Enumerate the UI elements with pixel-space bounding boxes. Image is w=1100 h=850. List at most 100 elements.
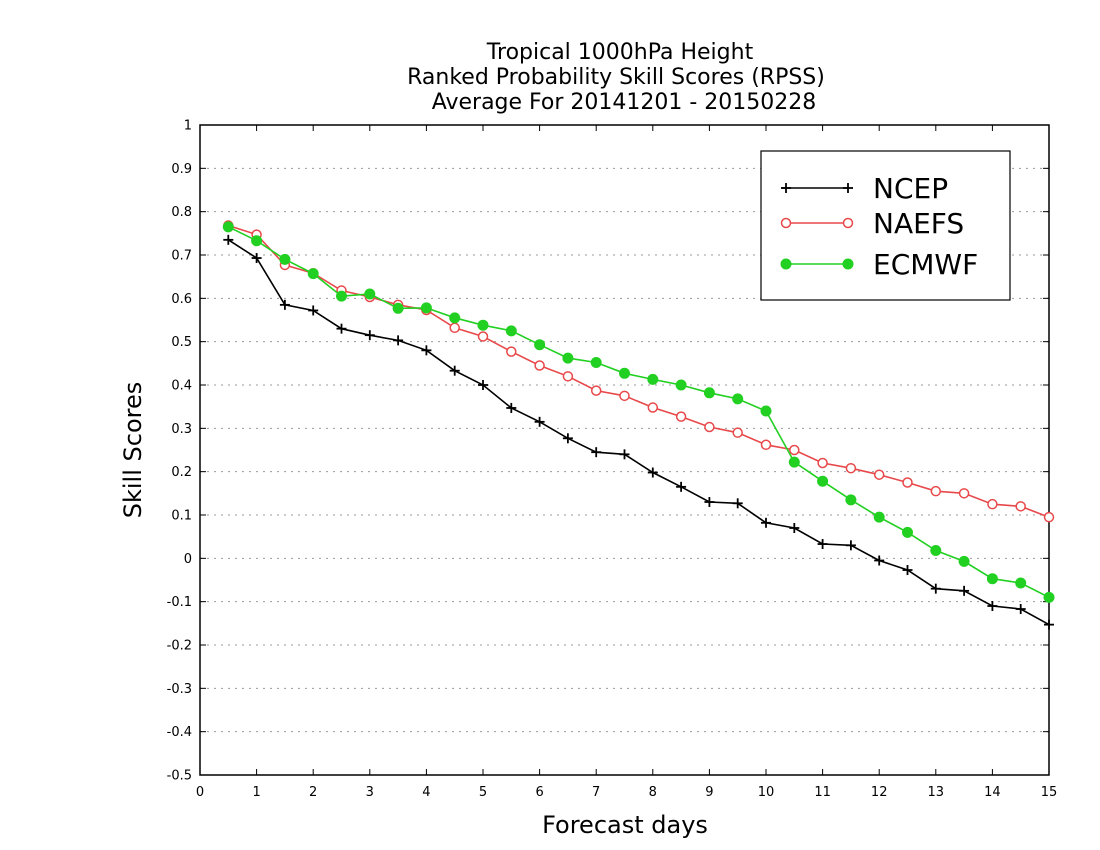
naefs-point — [1015, 501, 1026, 512]
naefs-point — [987, 498, 998, 510]
ecmwf-point — [505, 325, 517, 337]
ecmwf-point — [562, 352, 574, 364]
ncep-point — [874, 555, 885, 566]
ncep-point — [619, 449, 630, 460]
naefs-point — [704, 421, 715, 433]
ncep-point — [449, 365, 460, 376]
ecmwf-point — [307, 268, 319, 280]
x-axis-label: Forecast days — [542, 811, 708, 839]
x-tick-label: 3 — [366, 785, 374, 800]
legend-label: NCEP — [873, 172, 948, 205]
ncep-point — [959, 585, 970, 596]
ncep-point — [478, 380, 488, 390]
ncep-point — [364, 330, 375, 341]
naefs-point — [873, 469, 885, 480]
y-axis-label: Skill Scores — [119, 382, 147, 519]
ecmwf-point — [703, 387, 715, 399]
y-tick-label: -0.4 — [167, 725, 192, 740]
axis-ticks: 1 0.9 0.8 0.7 0.6 0.5 0.4 0.3 0.2 0.1 0 -0.1 -0.2 -0.… — [167, 119, 1058, 801]
ncep-point — [591, 447, 602, 458]
ncep-point — [1015, 604, 1026, 615]
y-tick-label: 0.6 — [171, 292, 192, 307]
ncep-line — [227, 239, 1050, 626]
x-tick-label: 9 — [705, 785, 713, 800]
ecmwf-point — [1043, 591, 1055, 603]
y-tick-label: 0.7 — [171, 249, 192, 264]
naefs-point — [842, 217, 854, 229]
x-tick-label: 12 — [871, 785, 888, 800]
ncep-point — [506, 402, 517, 413]
ecmwf-point — [902, 526, 913, 538]
x-tick-label: 8 — [649, 785, 657, 800]
x-tick-label: 13 — [928, 785, 945, 800]
x-tick-label: 10 — [758, 785, 775, 800]
ecmwf-point — [817, 475, 829, 487]
y-tick-label: -0.3 — [167, 682, 192, 697]
x-tick-label: 2 — [309, 785, 317, 800]
ecmwf-point — [392, 302, 404, 314]
naefs-point — [732, 427, 743, 438]
ecmwf-point — [251, 235, 263, 247]
ncep-point — [732, 498, 743, 509]
ecmwf-point — [845, 494, 857, 506]
ecmwf-point — [1015, 577, 1027, 589]
x-tick-label: 4 — [422, 785, 430, 800]
ecmwf-point — [842, 258, 854, 270]
naefs-point — [930, 485, 942, 497]
title-line-3: Average For 20141201 - 20150228 — [432, 90, 817, 115]
ncep-point — [845, 540, 856, 551]
ecmwf-point — [780, 258, 792, 270]
x-tick-label: 1 — [252, 785, 260, 800]
ncep-point — [393, 335, 404, 346]
ncep-point — [223, 234, 234, 245]
x-tick-label: 14 — [984, 785, 1001, 800]
ncep-point — [704, 497, 715, 507]
y-tick-label: -0.1 — [167, 595, 192, 610]
y-tick-label: 0 — [184, 552, 192, 567]
ncep-point — [421, 345, 432, 356]
ncep-point — [987, 601, 998, 611]
ncep-point — [761, 517, 771, 528]
ecmwf-point — [222, 221, 234, 233]
y-tick-label: 0.9 — [171, 162, 192, 177]
naefs-point — [477, 331, 489, 342]
ncep-series — [223, 234, 1054, 630]
y-tick-label: 0.4 — [171, 379, 192, 394]
ecmwf-point — [873, 511, 885, 523]
naefs-point — [760, 439, 772, 451]
ecmwf-point — [477, 319, 489, 331]
plot-frame — [199, 124, 1050, 776]
y-tick-label: 0.2 — [171, 465, 192, 480]
ecmwf-point — [958, 555, 970, 567]
naefs-point — [675, 411, 687, 422]
ecmwf-point — [732, 393, 744, 405]
naefs-point — [647, 402, 659, 413]
ecmwf-series — [222, 221, 1055, 603]
ecmwf-point — [336, 290, 347, 302]
ncep-point — [781, 183, 791, 193]
naefs-point — [619, 390, 630, 402]
naefs-point — [902, 477, 913, 488]
legend-item-ecmwf: ECMWF — [780, 248, 978, 281]
ecmwf-point — [420, 302, 432, 314]
ncep-point — [251, 253, 262, 264]
ecmwf-point — [986, 573, 998, 585]
ecmwf-point — [590, 356, 602, 368]
y-tick-label: 0.1 — [171, 509, 192, 524]
ncep-point — [843, 183, 853, 193]
data-series — [222, 220, 1055, 630]
naefs-point — [817, 457, 828, 469]
ncep-point — [562, 433, 573, 444]
legend-box — [760, 150, 1011, 301]
naefs-point — [1043, 511, 1055, 523]
legend-label: NAEFS — [873, 207, 964, 240]
y-tick-label: 0.3 — [171, 422, 192, 437]
ncep-point — [676, 481, 687, 492]
ncep-point — [647, 467, 658, 478]
naefs-point — [845, 462, 857, 474]
legend-item-naefs: NAEFS — [780, 207, 964, 240]
title-line-2: Ranked Probability Skill Scores (RPSS) — [407, 65, 825, 90]
y-tick-label: 1 — [184, 119, 192, 134]
